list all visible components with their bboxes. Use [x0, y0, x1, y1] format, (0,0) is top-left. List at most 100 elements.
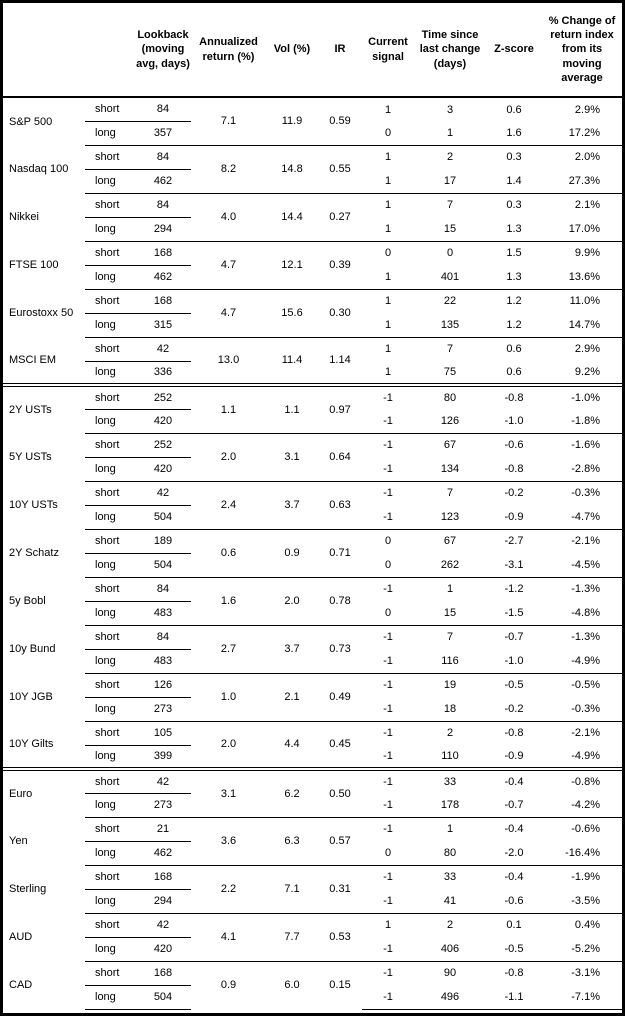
- asset-name: Euro: [3, 767, 85, 817]
- table-row: 5y Bobl short 84 1.6 2.0 0.78 -1 1 -1.2 -1.3%: [3, 576, 622, 625]
- z-score-value: -0.8: [486, 383, 542, 409]
- z-score-value: -0.5: [504, 942, 524, 955]
- days-since-change-value: 19: [414, 672, 486, 697]
- signal-value: -1: [383, 942, 393, 955]
- signal-value: 1: [384, 222, 392, 235]
- period-label: short: [85, 816, 135, 841]
- period-label: long: [85, 456, 135, 481]
- lookback-value: 84: [135, 144, 191, 169]
- table-row: 10y Bund short 84 2.7 3.7 0.73 -1 7 -0.7 -1.3%: [3, 624, 622, 673]
- period-label: long: [85, 648, 135, 673]
- period-label: long: [85, 840, 135, 865]
- momentum-signals-table: Lookback (moving avg, days) Annualized r…: [3, 3, 622, 1010]
- asset-name: FTSE 100: [9, 259, 59, 271]
- days-since-change-value: 7: [414, 336, 486, 361]
- lookback-value: 504: [135, 504, 191, 529]
- signal-value: 1: [362, 144, 414, 169]
- pct-change-value: -0.8%: [542, 767, 622, 793]
- z-score-value: -0.5: [486, 672, 542, 697]
- lookback-value: 168: [135, 240, 191, 265]
- period-label: long: [85, 792, 135, 817]
- days-since-change-value: 116: [441, 654, 459, 667]
- pct-change-value: 17.0%: [568, 222, 600, 235]
- asset-name: 5y Bobl: [9, 595, 46, 607]
- lookback-value: 462: [135, 264, 191, 289]
- pct-change-value: 27.3%: [568, 174, 600, 187]
- pct-change-value: 2.0%: [542, 144, 622, 169]
- signal-value: -1: [383, 462, 393, 475]
- pct-change-value: 9.2%: [574, 366, 600, 378]
- z-score-value: -0.7: [486, 624, 542, 649]
- vol-value: 12.1: [266, 240, 318, 289]
- table-row: long 504 -1 496 -1.1 -7.1%: [3, 984, 622, 1010]
- lookback-value: 126: [135, 672, 191, 697]
- lookback-value: 84: [135, 576, 191, 601]
- z-score-value: 0.3: [486, 144, 542, 169]
- signal-value: 0: [384, 606, 392, 619]
- signal-value: -1: [362, 864, 414, 889]
- signal-value: -1: [362, 576, 414, 601]
- lookback-value: 357: [135, 120, 191, 145]
- table-row: 10Y USTs short 42 2.4 3.7 0.63 -1 7 -0.2 -0.3%: [3, 480, 622, 529]
- days-since-change-value: 7: [414, 480, 486, 505]
- table-row: long 399 -1 110 -0.9 -4.9%: [3, 744, 622, 769]
- period-label: long: [85, 888, 135, 913]
- ir-value: 0.64: [318, 432, 362, 481]
- pct-change-value: -4.5%: [571, 558, 600, 571]
- period-label: short: [85, 383, 135, 409]
- asset-name: CAD: [9, 979, 33, 991]
- ir-value: 0.78: [318, 576, 362, 625]
- lookback-value: 399: [135, 744, 191, 769]
- signal-value: 0: [362, 240, 414, 265]
- days-since-change-value: 18: [443, 702, 457, 715]
- days-since-change-value: 15: [443, 222, 457, 235]
- annualized-return-value: 13.0: [191, 336, 266, 385]
- signal-value: -1: [362, 624, 414, 649]
- signal-value: 1: [362, 192, 414, 217]
- vol-value: 3.7: [266, 624, 318, 673]
- asset-name: Nikkei: [9, 211, 39, 223]
- ir-value: 0.63: [318, 480, 362, 529]
- pct-change-value: -3.1%: [542, 960, 622, 985]
- period-label: short: [85, 720, 135, 745]
- lookback-value: 483: [135, 648, 191, 673]
- asset-name: 2Y Schatz: [9, 547, 59, 559]
- days-since-change-value: 1: [446, 126, 454, 139]
- signal-value: -1: [362, 985, 414, 1010]
- vol-value: 2.0: [266, 576, 318, 625]
- z-score-value: 0.1: [486, 912, 542, 937]
- annualized-return-value: 3.6: [191, 816, 266, 865]
- table-row: AUD short 42 4.1 7.7 0.53 1 2 0.1 0.4%: [3, 912, 622, 961]
- annualized-return-value: 7.1: [220, 115, 237, 128]
- days-since-change-value: 22: [414, 288, 486, 313]
- signal-value: 1: [362, 288, 414, 313]
- lookback-value: 105: [135, 720, 191, 745]
- table-row: long 294 -1 41 -0.6 -3.5%: [3, 888, 622, 913]
- pct-change-value: 0.4%: [542, 912, 622, 937]
- asset-name: Eurostoxx 50: [9, 307, 74, 319]
- days-since-change-value: 17: [443, 174, 457, 187]
- annualized-return-value: 2.0: [191, 432, 266, 481]
- signal-value: 0: [384, 126, 392, 139]
- z-score-value: -0.2: [486, 480, 542, 505]
- pct-change-value: -16.4%: [565, 846, 600, 859]
- table-row: 10Y JGB short 126 1.0 2.1 0.49 -1 19 -0.5 -0.5%: [3, 672, 622, 721]
- signal-value: -1: [383, 894, 393, 907]
- period-label: long: [85, 600, 135, 625]
- z-score-value: 1.6: [506, 126, 522, 139]
- table-row: long 462 1 401 1.3 13.6%: [3, 264, 622, 289]
- period-label: long: [85, 504, 135, 529]
- annualized-return-value: 1.1: [191, 383, 266, 433]
- column-header-lookback: Lookback (moving avg, days): [135, 3, 191, 98]
- period-label: short: [85, 960, 135, 985]
- ir-value: 0.71: [318, 528, 362, 577]
- signal-value: -1: [383, 654, 393, 667]
- days-since-change-value: 0: [414, 240, 486, 265]
- z-score-value: 0.6: [506, 366, 522, 378]
- column-header-asset: [3, 3, 85, 98]
- z-score-value: -3.1: [504, 558, 524, 571]
- lookback-value: 420: [135, 408, 191, 433]
- days-since-change-value: 80: [443, 846, 457, 859]
- lookback-value: 462: [135, 168, 191, 193]
- z-score-value: 0.3: [486, 192, 542, 217]
